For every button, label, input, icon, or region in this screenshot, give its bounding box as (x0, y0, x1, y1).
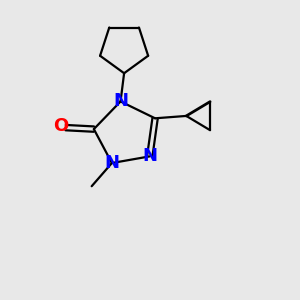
Text: N: N (104, 154, 119, 172)
Text: N: N (113, 92, 128, 110)
Text: O: O (52, 117, 68, 135)
Text: N: N (142, 147, 157, 165)
